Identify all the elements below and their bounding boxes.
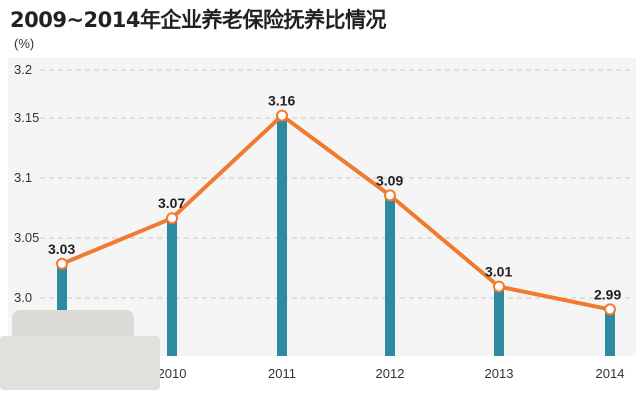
- y-tick-label: 3.15: [14, 110, 39, 125]
- y-tick-label: 3.1: [14, 170, 32, 185]
- x-tick-label-2014: 2014: [596, 366, 625, 381]
- data-point-2014: [604, 303, 616, 316]
- bar-2011: [277, 115, 287, 356]
- x-tick-label-2012: 2012: [376, 366, 405, 381]
- watermark-blur-strip: [0, 336, 160, 390]
- data-label-2014: 2.99: [594, 286, 621, 302]
- bar-2009: [57, 263, 67, 356]
- data-point-2013: [493, 280, 505, 293]
- series-line: [60, 113, 612, 312]
- data-label-2012: 3.09: [376, 172, 403, 188]
- bar-2013: [494, 286, 504, 356]
- data-label-2011: 3.16: [268, 93, 295, 109]
- x-tick-label-2013: 2013: [485, 366, 514, 381]
- data-point-2009: [56, 257, 68, 270]
- bar-2010: [167, 218, 177, 356]
- x-tick-label-2011: 2011: [268, 366, 296, 381]
- data-label-2010: 3.07: [158, 195, 185, 211]
- y-tick-label: 3.05: [14, 230, 39, 245]
- chart-title: 2009~2014年企业养老保险抚养比情况: [10, 8, 387, 32]
- data-point-2011: [276, 109, 288, 122]
- y-axis-unit: (%): [14, 36, 35, 51]
- x-tick-label-2010: 2010: [158, 366, 187, 381]
- bar-2012: [385, 195, 395, 356]
- bar-2014: [605, 309, 615, 356]
- data-label-2013: 3.01: [485, 264, 512, 280]
- data-point-2010: [166, 212, 178, 225]
- y-tick-label: 3.2: [14, 62, 32, 77]
- plot-area: [8, 58, 636, 356]
- y-tick-label: 3.0: [14, 290, 32, 305]
- data-point-2012: [384, 189, 396, 202]
- data-label-2009: 3.03: [48, 241, 75, 257]
